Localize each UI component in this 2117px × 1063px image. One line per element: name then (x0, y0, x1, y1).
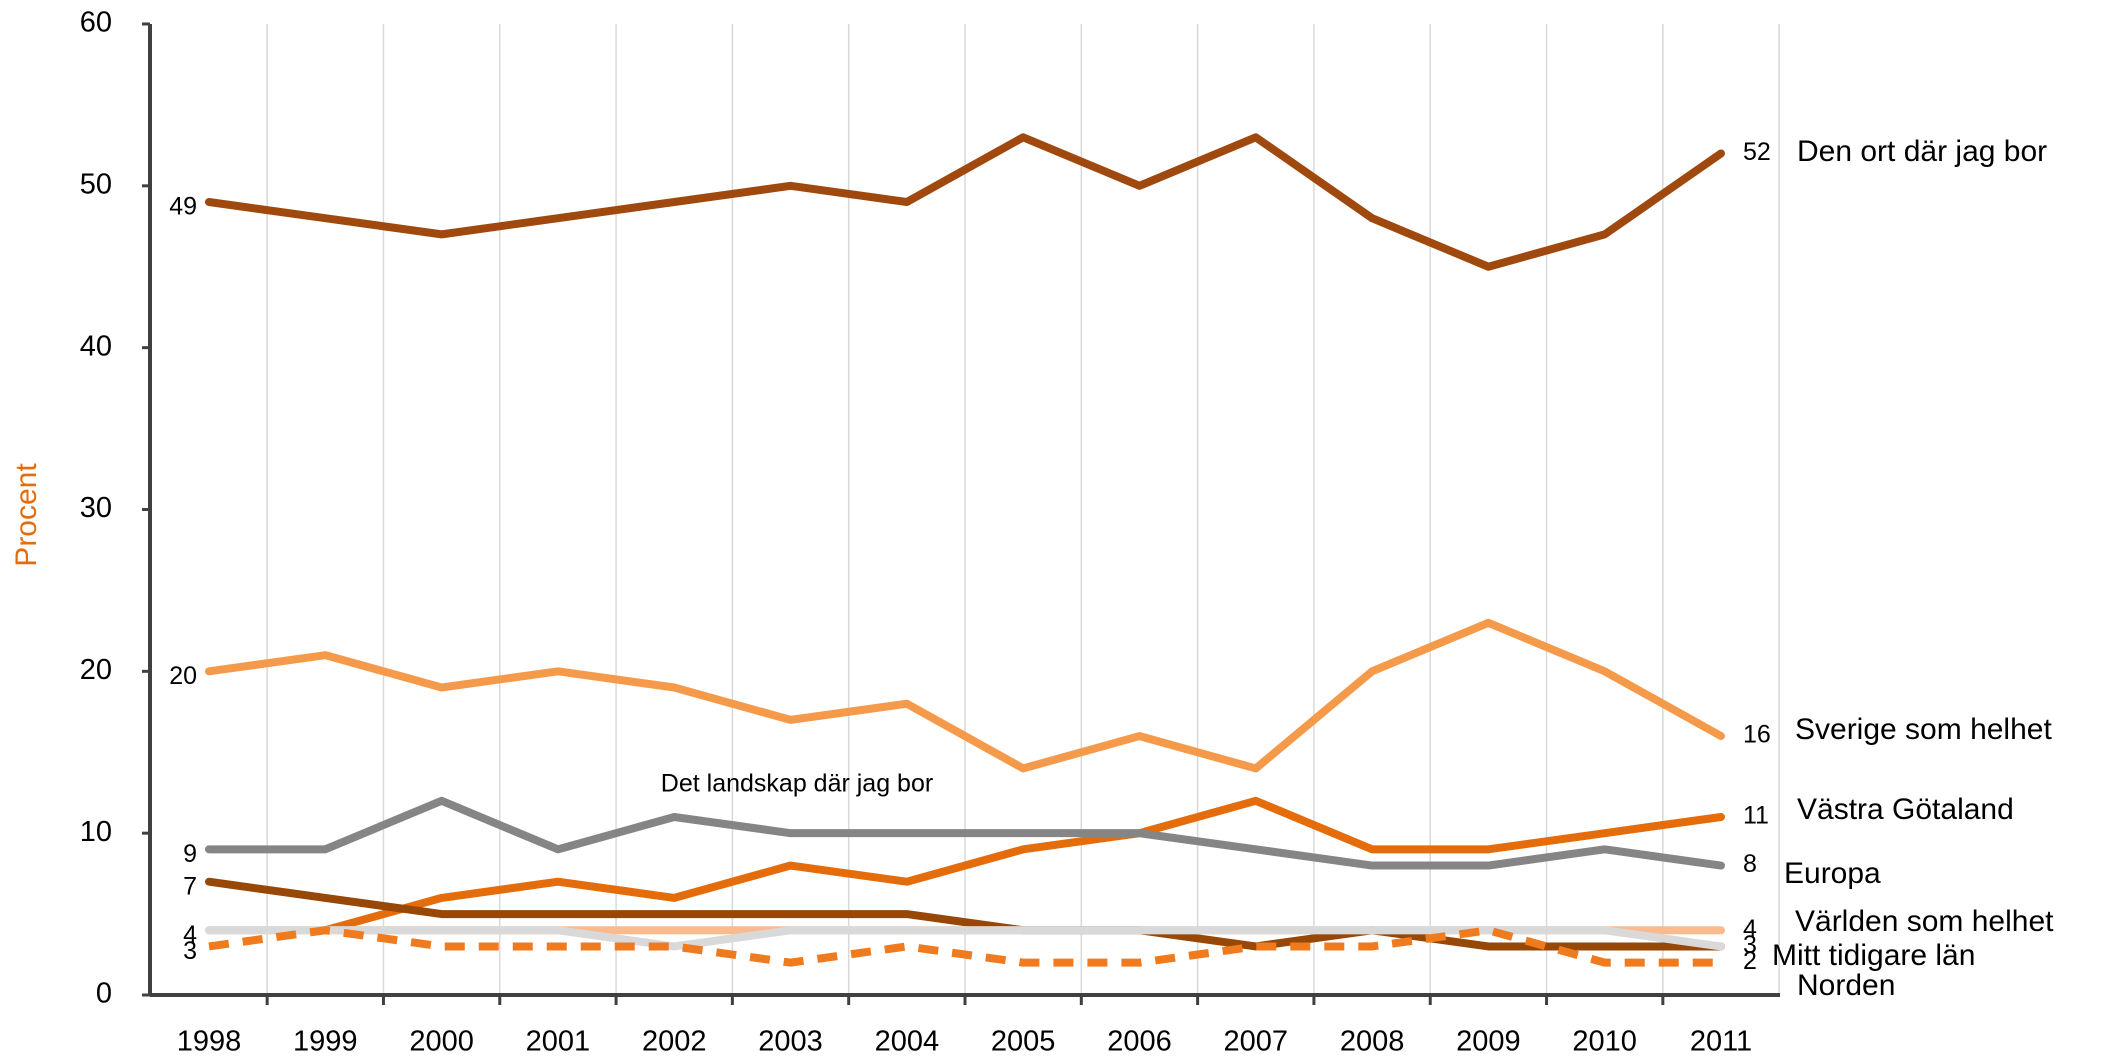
data-label: 2 (1743, 947, 1757, 975)
series-line (208, 926, 1721, 967)
x-tick-label: 2011 (1690, 1026, 1752, 1058)
x-tick-label: 1998 (177, 1026, 242, 1058)
x-tick-label: 2009 (1456, 1026, 1521, 1058)
y-tick-label: 10 (80, 816, 112, 848)
y-axis-title: Procent (10, 463, 43, 567)
data-label: 11 (1743, 802, 1769, 830)
x-tick-label: 2004 (875, 1026, 940, 1058)
legend-label: Sverige som helhet (1795, 713, 2052, 746)
data-label: 20 (169, 662, 197, 690)
data-label: 52 (1743, 138, 1771, 166)
y-tick-label: 60 (80, 7, 112, 39)
y-tick-label: 30 (80, 492, 112, 524)
series-line (205, 618, 1725, 773)
legend-label: Norden (1797, 969, 1895, 1002)
data-label: 4 (1743, 915, 1757, 943)
x-tick-label: 2002 (642, 1026, 707, 1058)
x-tick-label: 2000 (409, 1026, 474, 1058)
x-tick-label: 2007 (1224, 1026, 1289, 1058)
x-tick-label: 2006 (1107, 1026, 1172, 1058)
legend-label: Västra Götaland (1797, 793, 2014, 826)
data-label: 16 (1743, 721, 1771, 749)
legend-label: Det landskap där jag bor (661, 770, 933, 798)
x-tick-label: 1999 (293, 1026, 358, 1058)
data-label: 4 (183, 921, 197, 949)
x-tick-label: 2001 (526, 1026, 591, 1058)
x-tick-label: 2003 (758, 1026, 823, 1058)
data-label: 7 (183, 872, 197, 900)
data-label: 9 (183, 840, 197, 868)
y-tick-label: 0 (96, 978, 112, 1010)
data-label: 3 (183, 937, 197, 965)
data-label: 3 (1743, 931, 1757, 959)
x-tick-label: 2008 (1340, 1026, 1405, 1058)
data-label: 8 (1743, 850, 1757, 878)
y-tick-label: 20 (80, 654, 112, 686)
legend-label: Mitt tidigare län (1772, 939, 1975, 972)
x-tick-label: 2010 (1572, 1026, 1637, 1058)
data-label: 49 (169, 193, 197, 221)
series-line (321, 796, 1725, 935)
legend-label: Europa (1784, 857, 1881, 890)
x-tick-label: 2005 (991, 1026, 1056, 1058)
y-tick-label: 50 (80, 168, 112, 200)
series-line (205, 133, 1725, 271)
series-line (205, 796, 1725, 870)
series-line (205, 877, 1725, 951)
legend-label: Den ort där jag bor (1797, 135, 2047, 168)
y-tick-label: 40 (80, 330, 112, 362)
legend-label: Världen som helhet (1795, 905, 2054, 938)
